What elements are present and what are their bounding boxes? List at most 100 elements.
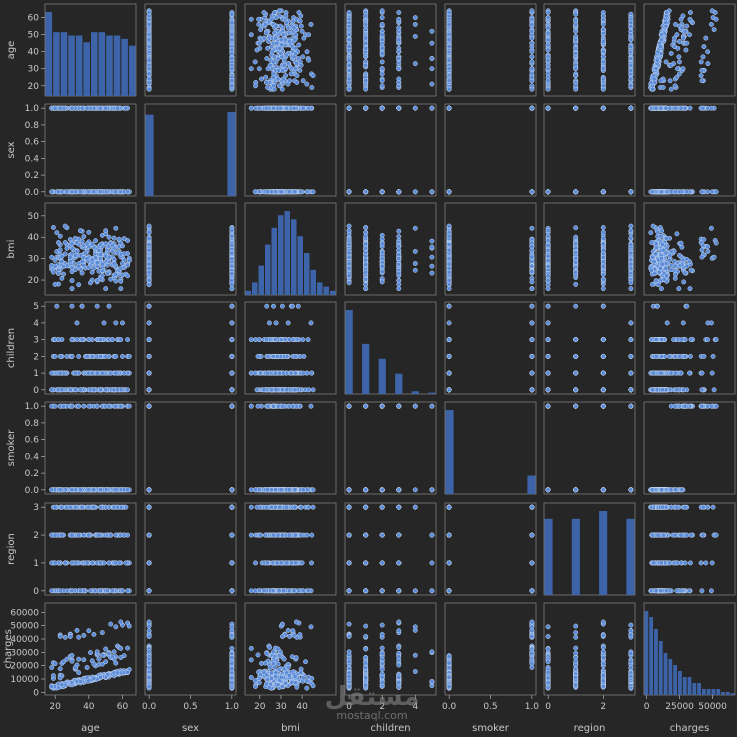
point-bmi-children-108 (346, 223, 352, 229)
point-bmi-age-201 (118, 240, 124, 246)
point-age-bmi-230 (282, 37, 288, 43)
point-age-charges-259 (659, 37, 664, 43)
point-age-region-227 (545, 25, 551, 31)
point-bmi-charges-215 (678, 240, 684, 246)
point-age-bmi-108 (310, 73, 316, 79)
point-bmi-age-43 (50, 225, 56, 230)
point-age-charges-240 (654, 57, 660, 63)
point-age-charges-79 (703, 35, 709, 41)
point-age-charges-90 (680, 13, 686, 19)
point-age-children-14 (396, 10, 402, 15)
point-age-region-197 (600, 59, 606, 65)
point-sex-bmi-253 (271, 105, 276, 111)
point-bmi-sex-210 (146, 236, 152, 242)
panel-frame (44, 3, 137, 97)
point-sex-bmi-256 (269, 189, 274, 195)
point-age-region-212 (573, 73, 579, 79)
point-age-bmi-206 (280, 67, 285, 73)
point-sex-bmi-210 (298, 189, 304, 195)
panel-bmi-vs-charges (643, 202, 736, 296)
point-age-children-244 (379, 45, 385, 51)
point-age-sex-253 (229, 83, 235, 89)
point-age-charges-150 (680, 35, 686, 41)
point-age-bmi-226 (270, 74, 276, 80)
point-age-charges-246 (705, 49, 711, 55)
point-age-charges-34 (698, 59, 704, 65)
panel-age-vs-smoker (444, 3, 537, 97)
point-bmi-age-223 (108, 276, 114, 282)
panel-frame (144, 3, 237, 97)
panel-age-vs-region (543, 3, 636, 97)
point-sex-region-255 (600, 189, 606, 195)
point-bmi-age-86 (118, 286, 124, 292)
point-bmi-age-124 (106, 234, 112, 240)
point-age-region-191 (573, 83, 579, 89)
point-children-age-229 (126, 353, 132, 359)
point-bmi-charges-252 (655, 229, 661, 235)
point-age-bmi-172 (273, 15, 279, 21)
point-bmi-smoker-257 (446, 233, 452, 239)
hist-bar-age-4 (75, 35, 83, 96)
point-bmi-children-254 (363, 269, 369, 275)
point-bmi-sex-259 (146, 255, 152, 261)
point-age-bmi-247 (262, 21, 268, 27)
point-children-age-240 (77, 387, 83, 393)
point-bmi-children-112 (379, 279, 385, 285)
point-age-bmi-18 (259, 76, 264, 82)
hist-bar-bmi-4 (271, 227, 277, 295)
point-age-bmi-253 (271, 83, 276, 89)
point-sex-charges-201 (713, 189, 719, 195)
point-bmi-age-170 (103, 241, 109, 247)
point-bmi-children-22 (429, 270, 435, 276)
point-age-children-251 (363, 35, 369, 41)
point-sex-age-230 (98, 105, 104, 111)
point-bmi-age-253 (52, 263, 58, 269)
point-age-region-255 (600, 39, 606, 44)
point-sex-bmi-239 (278, 105, 284, 111)
point-sex-charges-215 (678, 105, 684, 111)
point-age-sex-257 (229, 78, 235, 84)
point-age-charges-147 (680, 66, 686, 72)
point-age-sex-228 (229, 56, 235, 61)
point-bmi-region-242 (628, 250, 634, 256)
point-sex-charges-195 (708, 105, 714, 111)
point-age-charges-253 (672, 83, 678, 89)
point-bmi-age-209 (56, 240, 61, 246)
point-bmi-children-3 (396, 234, 402, 239)
hist-bar-bmi-1 (252, 282, 258, 295)
panel-age-vs-age (44, 3, 137, 97)
point-age-bmi-189 (269, 16, 274, 22)
panel-sex-vs-bmi (244, 103, 337, 197)
point-age-bmi-49 (256, 16, 262, 22)
point-children-age-166 (79, 303, 85, 309)
point-children-age-243 (69, 337, 75, 343)
point-age-children-120 (429, 66, 435, 72)
point-bmi-region-223 (600, 276, 606, 282)
point-children-age-241 (125, 387, 131, 393)
point-age-children-246 (396, 49, 402, 55)
point-age-bmi-85 (272, 10, 278, 15)
point-sex-age-241 (125, 189, 131, 195)
point-age-bmi-243 (256, 66, 262, 72)
hist-bar-age-7 (98, 32, 106, 96)
point-age-bmi-124 (299, 28, 305, 34)
point-children-age-233 (113, 353, 119, 359)
point-age-bmi-255 (286, 39, 292, 44)
panel-bmi-vs-bmi (244, 202, 337, 296)
point-sex-children-250 (346, 105, 352, 111)
point-age-smoker-257 (446, 78, 452, 84)
point-sex-bmi-127 (256, 189, 262, 195)
point-children-age-195 (113, 320, 119, 326)
point-bmi-charges-180 (701, 237, 707, 242)
point-bmi-region-124 (573, 234, 579, 240)
point-bmi-region-233 (573, 250, 579, 256)
point-children-age-172 (120, 320, 125, 326)
point-sex-charges-206 (699, 189, 705, 195)
point-age-bmi-127 (256, 40, 262, 46)
point-age-region-237 (545, 30, 551, 36)
point-bmi-charges-214 (674, 231, 680, 237)
point-age-region-254 (573, 45, 579, 51)
point-bmi-charges-247 (673, 271, 678, 277)
point-bmi-region-251 (628, 261, 634, 267)
point-bmi-region-247 (600, 271, 606, 277)
